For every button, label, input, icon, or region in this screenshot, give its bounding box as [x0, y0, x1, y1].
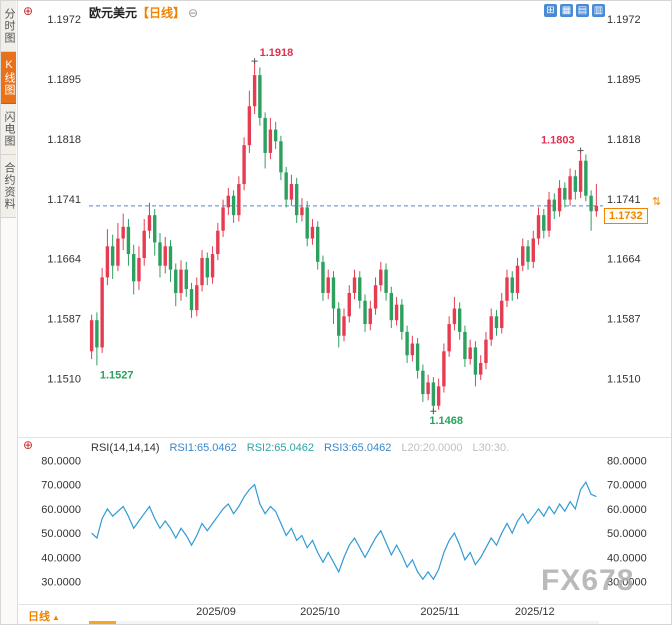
svg-text:30.0000: 30.0000	[41, 577, 81, 589]
svg-text:80.0000: 80.0000	[41, 455, 81, 467]
svg-text:1.1895: 1.1895	[47, 74, 81, 86]
sidebar-item-contract-info[interactable]: 合约资料	[1, 155, 16, 218]
svg-text:1.1510: 1.1510	[607, 374, 641, 386]
svg-text:1.1664: 1.1664	[607, 254, 641, 266]
svg-text:60.0000: 60.0000	[41, 504, 81, 516]
svg-text:1.1587: 1.1587	[607, 314, 641, 326]
svg-text:1.1468: 1.1468	[429, 415, 463, 427]
rsi-params-label[interactable]: RSI(14,14,14)	[91, 442, 160, 454]
calendar-icon[interactable]: ▥	[592, 4, 605, 17]
layout-grid-icon[interactable]: ⊞	[544, 4, 557, 17]
period-label: 日线	[28, 611, 50, 623]
chart-scrollbar-track[interactable]	[89, 621, 599, 624]
svg-text:80.0000: 80.0000	[607, 455, 647, 467]
period-dropdown-icon: ▲	[52, 613, 60, 622]
main-chart-settings-icon[interactable]: ⊕	[23, 4, 34, 18]
svg-text:1.1527: 1.1527	[100, 369, 134, 381]
current-price-tag: 1.1732	[604, 208, 648, 224]
svg-text:1.1510: 1.1510	[47, 374, 81, 386]
svg-text:1.1972: 1.1972	[607, 14, 641, 26]
chart-scrollbar-thumb[interactable]	[89, 621, 116, 624]
svg-text:60.0000: 60.0000	[607, 504, 647, 516]
svg-text:2025/10: 2025/10	[300, 606, 340, 618]
svg-text:1.1972: 1.1972	[47, 14, 81, 26]
svg-text:1.1818: 1.1818	[607, 134, 641, 146]
axis-scroll-icon[interactable]: ⇅	[652, 196, 662, 208]
svg-text:70.0000: 70.0000	[41, 480, 81, 492]
svg-text:50.0000: 50.0000	[607, 528, 647, 540]
svg-text:1.1918: 1.1918	[260, 47, 294, 59]
svg-text:50.0000: 50.0000	[41, 528, 81, 540]
period-selector[interactable]: 日线 ▲	[28, 608, 60, 624]
svg-text:40.0000: 40.0000	[607, 552, 647, 564]
rsi-legend-item: RSI1:65.0462	[169, 442, 237, 454]
chart-style-icon[interactable]: ▤	[576, 4, 589, 17]
sidebar-item-kline[interactable]: K线图	[1, 52, 16, 104]
svg-text:2025/12: 2025/12	[515, 606, 555, 618]
svg-text:1.1741: 1.1741	[607, 194, 641, 206]
svg-text:1.1803: 1.1803	[541, 135, 575, 147]
svg-text:40.0000: 40.0000	[41, 552, 81, 564]
rsi-legend-item: RSI3:65.0462	[324, 442, 392, 454]
svg-text:1.1818: 1.1818	[47, 134, 81, 146]
rsi-settings-icon[interactable]: ⊕	[23, 438, 34, 452]
svg-text:70.0000: 70.0000	[607, 480, 647, 492]
layout-split-icon[interactable]: ▦	[560, 4, 573, 17]
svg-text:2025/11: 2025/11	[420, 606, 459, 618]
svg-text:1.1741: 1.1741	[47, 194, 81, 206]
collapse-icon[interactable]: ⊖	[188, 6, 199, 20]
sidebar-item-timeshare[interactable]: 分时图	[1, 1, 16, 52]
svg-text:1.1895: 1.1895	[607, 74, 641, 86]
symbol-title: 欧元美元	[89, 6, 138, 20]
rsi-legend-item: L30:30.	[472, 442, 510, 454]
rsi-legend-item: L20:20.0000	[401, 442, 463, 454]
layout-toolbar: ⊞ ▦ ▤ ▥	[544, 4, 605, 17]
rsi-legend-item: RSI2:65.0462	[246, 442, 315, 454]
chart-header: 欧元美元【日线】 ⊖	[89, 4, 198, 21]
sidebar-item-lightning[interactable]: 闪电图	[1, 104, 16, 155]
svg-text:1.1664: 1.1664	[47, 254, 81, 266]
svg-text:30.0000: 30.0000	[607, 577, 647, 589]
period-tag: 【日线】	[137, 6, 186, 20]
watermark: FX678	[541, 564, 635, 597]
rsi-legend: RSI(14,14,14) RSI1:65.0462 RSI2:65.0462 RS…	[91, 442, 509, 454]
chart-type-sidebar: 分时图 K线图 闪电图 合约资料	[1, 1, 18, 624]
svg-text:1.1587: 1.1587	[47, 314, 81, 326]
svg-text:2025/09: 2025/09	[196, 606, 236, 618]
